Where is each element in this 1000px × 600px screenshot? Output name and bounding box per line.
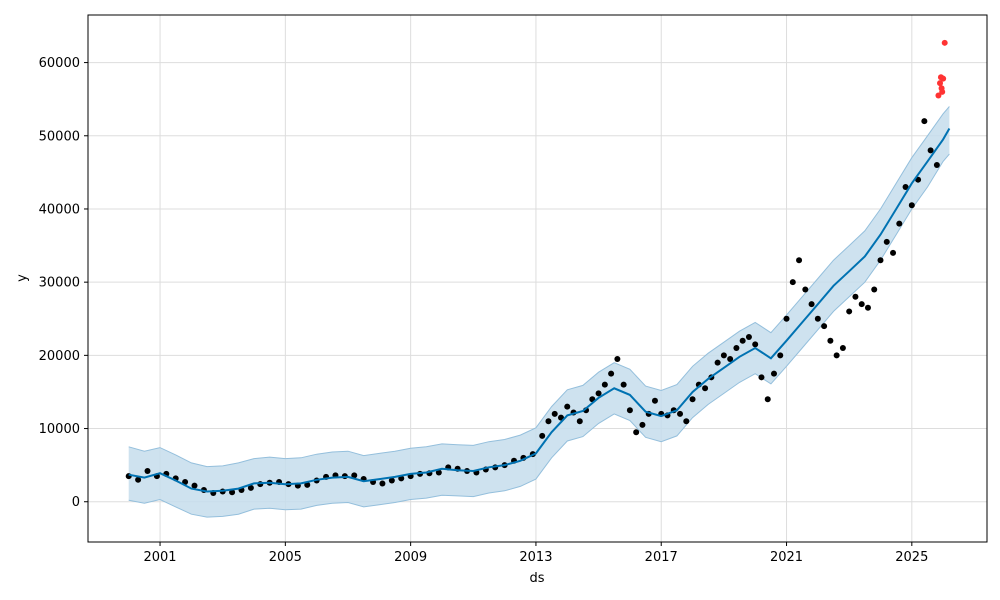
observed-point — [620, 381, 627, 388]
observed-point — [608, 370, 615, 377]
observed-point — [739, 337, 746, 344]
observed-point — [777, 352, 784, 359]
uncertainty-lower-edge — [128, 153, 950, 518]
y-tick-label: 40000 — [39, 202, 80, 217]
recent-point — [935, 92, 942, 99]
observed-point — [789, 279, 796, 286]
observed-point — [689, 396, 696, 403]
observed-point — [539, 432, 546, 439]
observed-point — [125, 473, 132, 480]
y-tick-label: 20000 — [39, 349, 80, 364]
observed-point — [576, 418, 583, 425]
observed-point — [379, 480, 386, 487]
observed-point — [229, 489, 236, 496]
recent-point — [941, 39, 948, 46]
y-tick-label: 10000 — [39, 422, 80, 437]
observed-point — [902, 184, 909, 191]
observed-point — [752, 341, 759, 348]
observed-point — [557, 414, 564, 421]
observed-point — [927, 147, 934, 154]
y-tick-label: 60000 — [39, 56, 80, 71]
uncertainty-band — [128, 106, 950, 518]
observed-point — [890, 249, 897, 256]
y-tick-label: 0 — [72, 495, 80, 510]
observed-point — [191, 482, 198, 489]
observed-point — [639, 421, 646, 428]
observed-point — [846, 308, 853, 315]
recent-point — [937, 80, 944, 87]
observed-point — [435, 469, 442, 476]
observed-point — [702, 385, 709, 392]
observed-point — [758, 374, 765, 381]
observed-point — [727, 356, 734, 363]
observed-point — [827, 337, 834, 344]
observed-point — [783, 315, 790, 322]
observed-point — [839, 345, 846, 352]
observed-point — [595, 390, 602, 397]
observed-point — [135, 476, 142, 483]
recent-points — [935, 39, 948, 99]
x-axis-ticks: 2001 2005 2009 2013 2017 2021 2025 — [143, 542, 928, 565]
observed-point — [908, 202, 915, 209]
trend-line — [128, 127, 951, 493]
x-tick-label: 2017 — [645, 550, 678, 565]
observed-point — [388, 477, 395, 484]
observed-point — [770, 370, 777, 377]
observed-point — [745, 334, 752, 341]
uncertainty-upper-edge — [128, 106, 950, 468]
observed-point — [933, 162, 940, 169]
x-tick-label: 2025 — [895, 550, 928, 565]
x-tick-label: 2001 — [143, 550, 176, 565]
observed-point — [304, 481, 311, 488]
x-tick-label: 2009 — [394, 550, 427, 565]
observed-point — [551, 410, 558, 417]
observed-point — [564, 403, 571, 410]
observed-point — [883, 238, 890, 245]
observed-point — [871, 286, 878, 293]
observed-point — [626, 407, 633, 414]
observed-point — [833, 352, 840, 359]
trend-line-group — [128, 127, 951, 493]
uncertainty-area — [128, 106, 950, 518]
observed-point — [764, 396, 771, 403]
y-tick-label: 30000 — [39, 276, 80, 291]
x-tick-label: 2013 — [519, 550, 552, 565]
observed-point — [677, 410, 684, 417]
observed-point — [144, 468, 151, 475]
observed-point — [852, 293, 859, 300]
y-axis-label: y — [15, 274, 30, 282]
observed-point — [808, 301, 815, 308]
observed-point — [651, 397, 658, 404]
observed-point — [864, 304, 871, 311]
observed-point — [858, 301, 865, 308]
x-axis-label: ds — [529, 571, 544, 586]
recent-point — [939, 88, 946, 95]
plot-frame — [87, 14, 988, 543]
observed-point — [896, 220, 903, 227]
observed-point — [796, 257, 803, 264]
x-tick-label: 2021 — [770, 550, 803, 565]
y-tick-label: 50000 — [39, 129, 80, 144]
observed-point — [614, 356, 621, 363]
observed-point — [633, 429, 640, 436]
observed-point — [877, 257, 884, 264]
observed-point — [714, 359, 721, 366]
observed-point — [814, 315, 821, 322]
observed-point — [683, 418, 690, 425]
recent-point — [940, 75, 947, 82]
y-axis-ticks: 0 10000 20000 30000 40000 50000 60000 — [39, 56, 88, 510]
observed-point — [601, 381, 608, 388]
x-tick-label: 2005 — [269, 550, 302, 565]
observed-point — [720, 352, 727, 359]
observed-point — [545, 418, 552, 425]
observed-point — [921, 118, 928, 125]
observed-point — [821, 323, 828, 330]
observed-point — [733, 345, 740, 352]
observed-point — [247, 484, 254, 491]
observed-point — [802, 286, 809, 293]
observed-point — [351, 472, 358, 479]
